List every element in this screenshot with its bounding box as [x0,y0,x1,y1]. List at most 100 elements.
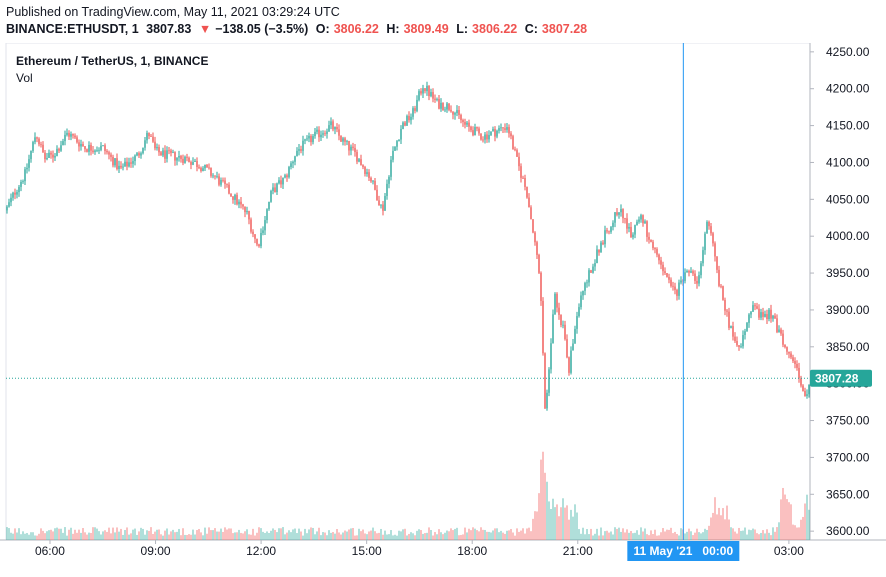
volume-bar [472,527,474,540]
volume-bar [590,528,592,540]
price-tick-label: 3750.00 [826,414,870,428]
volume-bar [438,529,440,540]
volume-bar [486,531,488,540]
candle-body [130,162,132,164]
candle-body [254,234,256,239]
volume-bar [384,530,386,540]
volume-bar [768,532,770,540]
candle-body [564,324,566,340]
volume-bar [236,532,238,540]
volume-bar [528,527,530,540]
candle-body [768,309,770,320]
candle-body [286,175,288,178]
candle-body [678,282,680,296]
volume-bar [800,519,802,540]
candle-body [138,153,140,156]
volume-bar [306,533,308,540]
volume-bar [52,531,54,540]
volume-bar [120,528,122,540]
volume-bar [708,525,710,540]
volume-bar [446,530,448,540]
candle-body [650,239,652,242]
candle-body [120,165,122,168]
volume-bar [538,493,540,540]
candle-body [516,150,518,157]
candle-body [110,154,112,157]
candle-body [538,254,540,273]
volume-bar [506,530,508,540]
volume-bar [524,533,526,540]
candle-body [760,312,762,318]
candle-body [754,305,756,307]
candle-body [764,314,766,317]
candle-body [766,314,768,320]
volume-bar [516,528,518,540]
volume-bar [38,533,40,540]
candle-body [276,183,278,193]
volume-bar [740,530,742,540]
volume-bar [666,529,668,540]
time-axis[interactable]: 06:00 09:00 12:00 15:00 18:00 21:00 03:00 [35,540,804,558]
volume-bar [532,518,534,540]
volume-bar [610,531,612,540]
volume-bar [42,530,44,540]
candle-body [568,357,570,373]
volume-bar [738,527,740,540]
candle-body [792,357,794,362]
candle-body [488,134,490,140]
candle-body [570,350,572,373]
chart-frame[interactable]: Ethereum / TetherUS, 1, BINANCE Vol 4250… [0,42,886,572]
volume-bar [424,533,426,540]
candle-body [384,195,386,211]
volume-bar [194,534,196,540]
volume-bar [710,517,712,540]
candle-body [444,109,446,111]
candle-body [752,305,754,312]
volume-bar [686,531,688,540]
candle-body [328,125,330,132]
volume-bar [508,530,510,540]
volume-bar [326,535,328,540]
candle-body [724,299,726,311]
volume-bar [530,531,532,540]
candle-body [686,270,688,273]
volume-bar [272,528,274,540]
volume-bar [104,530,106,540]
volume-bar [596,528,598,540]
volume-bar [672,533,674,540]
volume-bar [100,534,102,540]
candle-body [720,285,722,287]
volume-bar [130,533,132,540]
volume-bar [620,531,622,540]
volume-bar [772,527,774,540]
candle-body [610,227,612,232]
candle-body [266,209,268,221]
candle-body [164,150,166,159]
volume-bar [704,528,706,540]
volume-bar [170,531,172,540]
volume-bar [520,530,522,540]
price-chart[interactable]: Ethereum / TetherUS, 1, BINANCE Vol 4250… [0,42,886,572]
volume-bar [246,529,248,540]
candle-body [96,150,98,152]
volume-bar [372,527,374,540]
time-tick-label: 21:00 [563,544,593,558]
candle-body [574,328,576,344]
price-axis[interactable]: 4250.00 4200.00 4150.00 4100.00 4050.00 4000.… [810,45,870,538]
time-tick-label: 03:00 [774,544,804,558]
volume-bar [188,534,190,540]
candle-body [140,153,142,156]
volume-bar [514,535,516,540]
low-value: 3806.22 [472,22,518,36]
candle-body [52,154,54,158]
volume-bar [66,535,68,540]
time-tick-label: 09:00 [141,544,171,558]
candle-body [716,256,718,270]
volume-bar [546,481,548,540]
candle-body [348,140,350,151]
candle-body [640,215,642,220]
candle-body [486,134,488,140]
candle-body [494,129,496,137]
volume-bar [564,507,566,540]
candle-body [238,201,240,205]
